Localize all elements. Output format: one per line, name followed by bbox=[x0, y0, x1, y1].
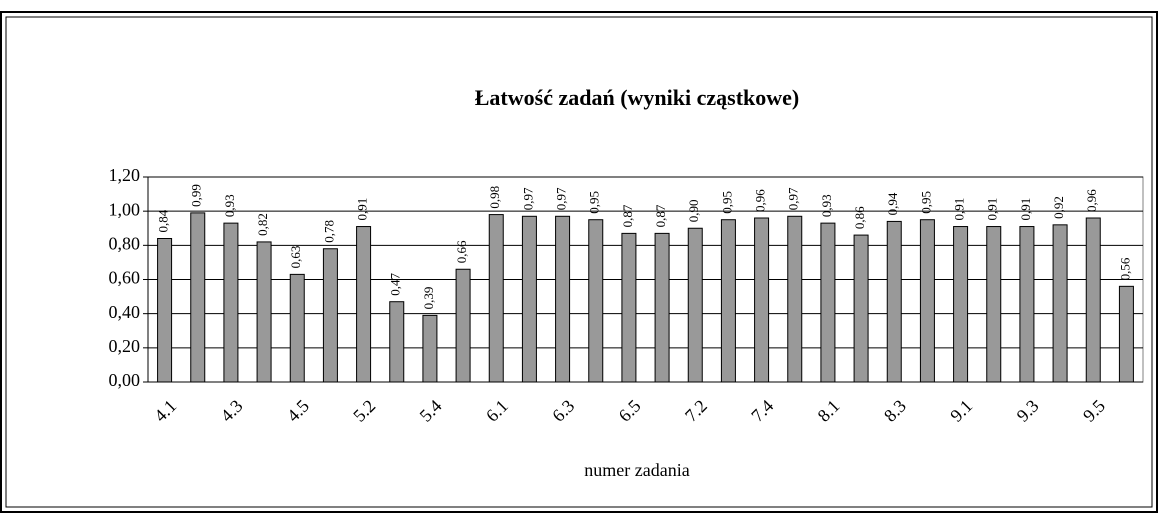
bar bbox=[1019, 226, 1035, 383]
frame-outer bbox=[0, 11, 1158, 513]
x-tick-label: 9.5 bbox=[1079, 396, 1109, 426]
value-label: 0,78 bbox=[321, 220, 336, 243]
value-label: 0,96 bbox=[1084, 189, 1099, 212]
x-tick-label: 6.1 bbox=[482, 396, 512, 426]
bar bbox=[256, 241, 272, 383]
y-tick-label: 1,20 bbox=[109, 165, 141, 185]
y-tick-label: 0,80 bbox=[109, 233, 141, 253]
bar bbox=[820, 222, 836, 383]
value-label: 0,97 bbox=[554, 187, 569, 210]
value-label: 0,66 bbox=[454, 240, 469, 263]
x-tick-label: 6.5 bbox=[615, 396, 645, 426]
bar bbox=[886, 220, 902, 383]
chart-title: Łatwość zadań (wyniki cząstkowe) bbox=[475, 85, 800, 110]
value-label: 0,63 bbox=[288, 246, 303, 269]
bar bbox=[853, 234, 869, 383]
value-label: 0,96 bbox=[753, 189, 768, 212]
x-tick-label: 4.5 bbox=[283, 396, 313, 426]
bar bbox=[588, 219, 604, 383]
bar bbox=[986, 226, 1002, 383]
value-label: 0,92 bbox=[1051, 196, 1066, 219]
x-tick-label: 8.3 bbox=[880, 396, 910, 426]
bar bbox=[488, 214, 504, 383]
bar bbox=[654, 232, 670, 383]
bar bbox=[953, 226, 969, 383]
y-tick-label: 0,00 bbox=[109, 370, 141, 390]
value-label: 0,82 bbox=[255, 213, 270, 236]
value-label: 0,87 bbox=[620, 204, 635, 227]
value-label: 0,87 bbox=[653, 204, 668, 227]
x-tick-label: 9.1 bbox=[946, 396, 976, 426]
value-label: 0,91 bbox=[1018, 198, 1033, 221]
x-tick-label: 7.4 bbox=[747, 396, 777, 426]
x-tick-label: 8.1 bbox=[814, 396, 844, 426]
bar bbox=[621, 232, 637, 383]
value-label: 0,56 bbox=[1117, 257, 1132, 280]
value-label: 0,95 bbox=[719, 191, 734, 214]
x-tick-label: 9.3 bbox=[1013, 396, 1043, 426]
bar bbox=[223, 222, 239, 383]
x-tick-label: 7.2 bbox=[681, 396, 711, 426]
bar bbox=[356, 226, 372, 383]
bar bbox=[1118, 285, 1134, 383]
value-label: 0,97 bbox=[786, 187, 801, 210]
bar bbox=[521, 215, 537, 383]
x-tick-label: 6.3 bbox=[548, 396, 578, 426]
frame-inner bbox=[5, 16, 1153, 508]
value-label: 0,39 bbox=[421, 287, 436, 310]
value-label: 0,86 bbox=[852, 206, 867, 229]
value-label: 0,84 bbox=[156, 209, 171, 232]
value-label: 0,91 bbox=[952, 198, 967, 221]
value-label: 0,95 bbox=[587, 191, 602, 214]
bar bbox=[754, 217, 770, 383]
x-tick-label: 4.1 bbox=[150, 396, 180, 426]
bar bbox=[687, 227, 703, 383]
bar bbox=[720, 219, 736, 383]
bar bbox=[157, 238, 173, 383]
x-tick-label: 5.2 bbox=[349, 396, 379, 426]
bar bbox=[1052, 224, 1068, 383]
value-label: 0,97 bbox=[520, 187, 535, 210]
bar bbox=[555, 215, 571, 383]
value-label: 0,98 bbox=[487, 186, 502, 209]
x-tick-label: 5.4 bbox=[416, 396, 446, 426]
bar bbox=[787, 215, 803, 383]
bar bbox=[1085, 217, 1101, 383]
value-label: 0,91 bbox=[355, 198, 370, 221]
y-tick-label: 1,00 bbox=[109, 199, 141, 219]
y-tick-label: 0,40 bbox=[109, 302, 141, 322]
bar bbox=[422, 314, 438, 383]
value-label: 0,91 bbox=[985, 198, 1000, 221]
bar bbox=[455, 268, 471, 383]
y-tick-label: 0,20 bbox=[109, 336, 141, 356]
value-label: 0,93 bbox=[819, 194, 834, 217]
value-label: 0,99 bbox=[189, 184, 204, 207]
bar bbox=[190, 212, 206, 383]
bar bbox=[919, 219, 935, 383]
bar bbox=[289, 273, 305, 383]
value-label: 0,47 bbox=[388, 272, 403, 295]
value-label: 0,90 bbox=[686, 200, 701, 223]
bar bbox=[389, 301, 405, 383]
bar bbox=[322, 248, 338, 383]
value-label: 0,94 bbox=[885, 192, 900, 215]
x-axis-label: numer zadania bbox=[584, 460, 689, 480]
value-label: 0,95 bbox=[918, 191, 933, 214]
y-tick-label: 0,60 bbox=[109, 268, 141, 288]
value-label: 0,93 bbox=[222, 194, 237, 217]
x-tick-label: 4.3 bbox=[217, 396, 247, 426]
